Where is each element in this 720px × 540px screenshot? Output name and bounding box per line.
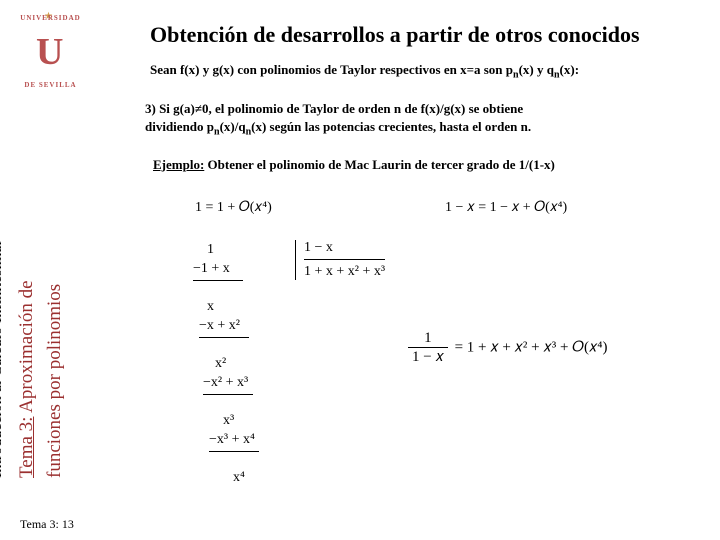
rule3-line2c: (x) según las potencias crecientes, hast… xyxy=(251,119,531,134)
rule-3-text: 3) Si g(a)≠0, el polinomio de Taylor de … xyxy=(145,100,705,139)
div-row-2: x xyxy=(207,299,214,314)
equation-2: 1 − 𝑥 = 1 − 𝑥 + 𝑂(𝑥⁴) xyxy=(445,200,567,216)
logo-text-bottom: DE SEVILLA xyxy=(8,81,93,89)
result-num: 1 xyxy=(408,330,448,348)
quotient: 1 + x + x² + x³ xyxy=(304,260,385,280)
div-row-3: −x + x² xyxy=(199,318,240,333)
divisor: 1 − x xyxy=(304,240,385,260)
result-equation: 1 1 − 𝑥 = 1 + 𝑥 + 𝑥² + 𝑥³ + 𝑂(𝑥⁴) xyxy=(405,330,608,366)
ejemplo-label: Ejemplo: xyxy=(153,157,204,172)
result-den: 1 − 𝑥 xyxy=(408,348,448,366)
div-row-0: 1 xyxy=(207,242,214,257)
sidebar-tema-label: Tema 3: xyxy=(16,417,37,478)
sidebar-tema-text: Aproximación de xyxy=(16,280,37,416)
div-row-6: x³ xyxy=(223,413,234,428)
ejemplo-body: Obtener el polinomio de Mac Laurin de te… xyxy=(204,157,555,172)
page-subtitle: Sean f(x) y g(x) con polinomios de Taylo… xyxy=(150,62,579,81)
rule3-line2a: dividiendo p xyxy=(145,119,214,134)
sidebar-title-red-1: Tema 3: Aproximación de xyxy=(16,280,38,478)
subtitle-pre: Sean f(x) y g(x) con polinomios de Taylo… xyxy=(150,62,513,77)
subtitle-post: (x): xyxy=(560,62,580,77)
div-row-1: −1 + x xyxy=(193,261,230,276)
div-row-5: −x² + x³ xyxy=(203,375,248,390)
div-rule-3 xyxy=(203,394,253,395)
rule3-line1: 3) Si g(a)≠0, el polinomio de Taylor de … xyxy=(145,101,523,116)
result-rhs: = 1 + 𝑥 + 𝑥² + 𝑥³ + 𝑂(𝑥⁴) xyxy=(451,339,608,355)
page-title: Obtención de desarrollos a partir de otr… xyxy=(150,22,640,48)
main-content: 3) Si g(a)≠0, el polinomio de Taylor de … xyxy=(145,100,705,173)
div-rule-1 xyxy=(193,280,243,281)
university-logo: ★ UNIVERSIDAD U DE SEVILLA xyxy=(8,8,93,93)
example-text: Ejemplo: Obtener el polinomio de Mac Lau… xyxy=(153,157,705,173)
rule3-line2b: (x)/q xyxy=(220,119,246,134)
long-division: 1 −1 + x x −x + x² x² −x² + x³ x³ −x³ + … xyxy=(175,240,259,487)
subtitle-mid: (x) y q xyxy=(519,62,554,77)
sidebar-title-black: Introducción al Cálculo Infinitesimal xyxy=(0,241,6,478)
div-rule-4 xyxy=(209,451,259,452)
sidebar: Introducción al Cálculo Infinitesimal Te… xyxy=(0,110,130,510)
logo-text-top: UNIVERSIDAD xyxy=(8,14,93,22)
result-fraction: 1 1 − 𝑥 xyxy=(408,330,448,366)
div-rule-2 xyxy=(199,337,249,338)
page-footer: Tema 3: 13 xyxy=(20,517,74,532)
equation-1: 1 = 1 + 𝑂(𝑥⁴) xyxy=(195,200,272,216)
divisor-box: 1 − x 1 + x + x² + x³ xyxy=(295,240,385,280)
div-row-4: x² xyxy=(215,356,226,371)
div-row-8: x⁴ xyxy=(233,470,245,485)
div-row-7: −x³ + x⁴ xyxy=(209,432,255,447)
sidebar-title-red-2: funciones por polinomios xyxy=(44,284,66,478)
logo-letter: U xyxy=(36,30,63,74)
